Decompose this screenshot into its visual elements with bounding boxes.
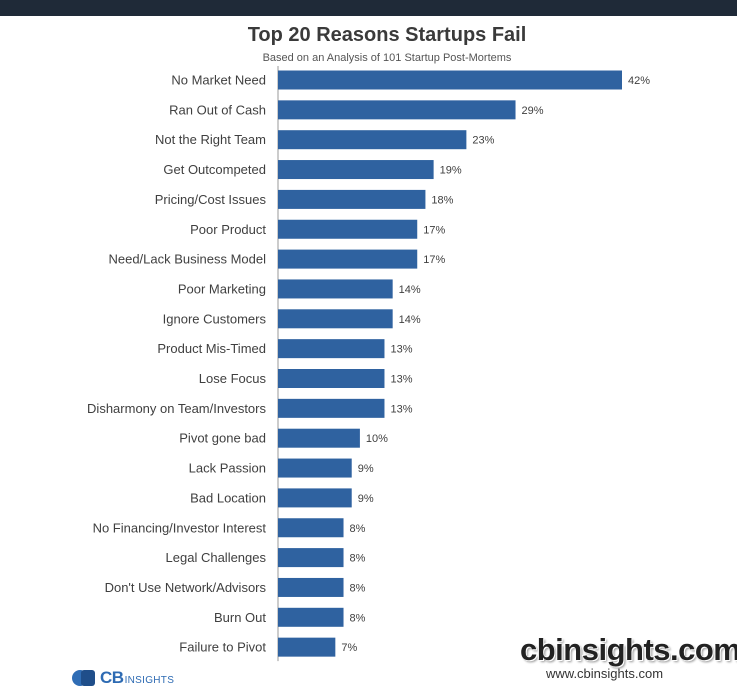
category-label: Lose Focus <box>199 371 267 386</box>
cb-logo-icon <box>72 667 98 689</box>
value-label: 8% <box>350 612 366 624</box>
bar <box>278 458 352 478</box>
bar <box>278 548 344 568</box>
value-label: 29% <box>522 105 544 117</box>
category-label: Legal Challenges <box>166 550 267 565</box>
watermark: cbinsights.com <box>520 632 737 667</box>
value-label: 13% <box>390 403 412 415</box>
logo-insights-text: INSIGHTS <box>124 675 175 686</box>
bar <box>278 369 385 388</box>
category-label: Poor Product <box>190 222 266 237</box>
value-label: 8% <box>350 582 366 594</box>
value-label: 14% <box>399 314 421 326</box>
value-label: 13% <box>390 374 412 386</box>
bar <box>278 249 418 269</box>
value-label: 14% <box>399 284 421 296</box>
value-label: 8% <box>350 523 366 535</box>
value-label: 9% <box>358 493 374 505</box>
category-label: Pivot gone bad <box>179 431 266 446</box>
bar <box>278 100 516 120</box>
bar <box>278 130 467 150</box>
bar <box>278 339 385 359</box>
category-label: Ran Out of Cash <box>169 102 266 117</box>
value-label: 9% <box>358 463 374 475</box>
category-label: No Financing/Investor Interest <box>93 520 267 535</box>
category-label: Need/Lack Business Model <box>108 252 266 267</box>
bar <box>278 70 622 90</box>
category-label: Not the Right Team <box>155 132 266 147</box>
category-label: Poor Marketing <box>178 281 266 296</box>
bar <box>278 637 336 657</box>
category-label: Failure to Pivot <box>179 640 266 655</box>
logo-cb-text: CB <box>100 668 124 687</box>
value-label: 19% <box>440 165 462 177</box>
bar <box>278 279 393 299</box>
category-label: Ignore Customers <box>163 311 267 326</box>
bar <box>278 607 344 627</box>
category-label: Burn Out <box>214 610 266 625</box>
value-label: 7% <box>341 642 357 654</box>
bar <box>278 219 418 239</box>
top-band <box>0 0 737 16</box>
bar <box>278 160 434 180</box>
value-label: 10% <box>366 433 388 445</box>
bar <box>278 518 344 538</box>
bar <box>278 309 393 329</box>
value-label: 17% <box>423 224 445 236</box>
category-label: Pricing/Cost Issues <box>155 192 267 207</box>
bar <box>278 577 344 597</box>
chart-title: Top 20 Reasons Startups Fail <box>247 24 527 46</box>
category-label: Disharmony on Team/Investors <box>87 401 266 416</box>
value-label: 42% <box>628 75 650 87</box>
value-label: 8% <box>350 553 366 565</box>
category-label: Product Mis-Timed <box>157 341 266 356</box>
cb-insights-logo: CB INSIGHTS <box>72 664 174 692</box>
bar <box>278 398 385 418</box>
value-label: 18% <box>431 194 453 206</box>
value-label: 13% <box>390 344 412 356</box>
value-label: 17% <box>423 254 445 266</box>
bar <box>278 428 360 448</box>
category-label: Bad Location <box>190 490 266 505</box>
category-label: Get Outcompeted <box>163 162 266 177</box>
watermark-url: www.cbinsights.com <box>546 666 664 681</box>
chart-subtitle: Based on an Analysis of 101 Startup Post… <box>262 52 512 64</box>
category-label: Don't Use Network/Advisors <box>105 580 267 595</box>
bar <box>278 488 352 508</box>
category-label: No Market Need <box>171 73 266 88</box>
value-label: 23% <box>472 135 494 147</box>
bar <box>278 189 426 209</box>
category-label: Lack Passion <box>189 461 266 476</box>
